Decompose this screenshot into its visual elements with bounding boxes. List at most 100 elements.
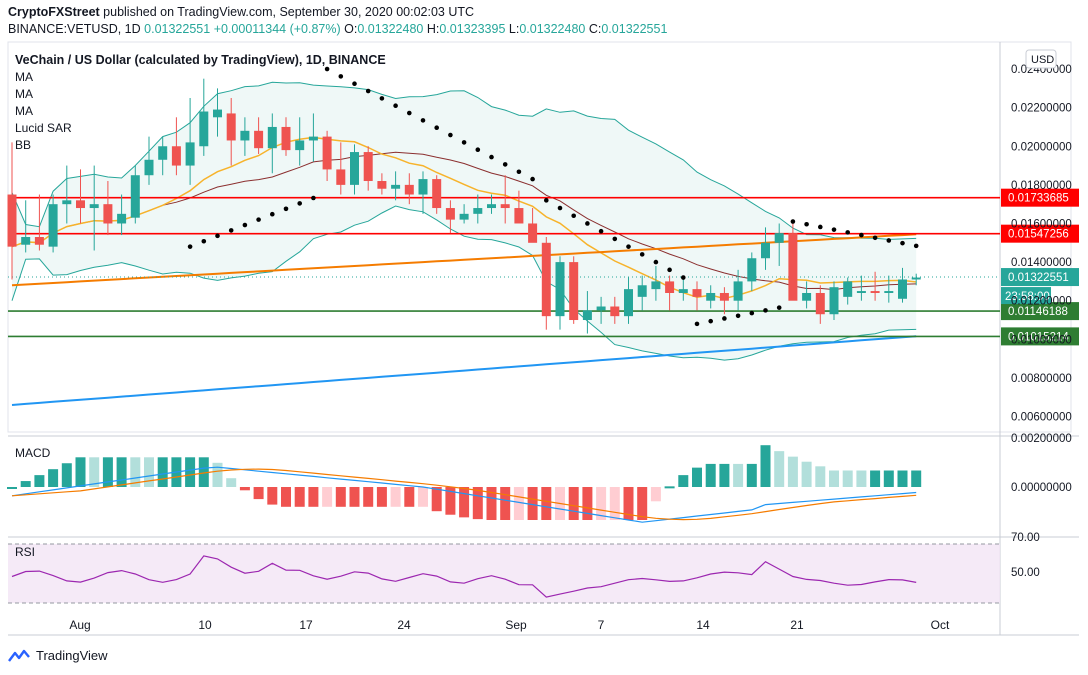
candle-body xyxy=(788,233,798,301)
macd-histogram-bar xyxy=(883,470,894,487)
sar-dot xyxy=(201,238,207,244)
macd-histogram-bar xyxy=(267,487,278,505)
macd-histogram-bar xyxy=(281,487,291,507)
macd-histogram-bar xyxy=(89,457,100,487)
open-label: O: xyxy=(344,22,358,36)
ma-line-mid xyxy=(11,136,917,300)
ma-line-200 xyxy=(11,335,917,406)
macd-histogram-bar xyxy=(801,461,812,487)
macd-histogram-bar xyxy=(541,487,552,520)
sar-dot xyxy=(831,227,837,232)
sar-dot xyxy=(242,222,248,228)
rsi-tick-label: 50.00 xyxy=(1011,567,1040,579)
candle-body xyxy=(171,146,181,166)
candle-body xyxy=(815,292,825,315)
macd-histogram-bar xyxy=(733,463,744,487)
macd-histogram-bar xyxy=(815,466,826,487)
candle-body xyxy=(48,204,58,247)
candle-body xyxy=(706,292,716,301)
sar-dot xyxy=(502,162,508,167)
candle-body xyxy=(459,213,469,220)
sar-dot xyxy=(283,206,289,212)
macd-histogram-bar xyxy=(130,457,141,487)
sar-dot xyxy=(722,316,727,321)
candles xyxy=(7,78,921,334)
macd-histogram-bar xyxy=(185,457,196,487)
sar-dot xyxy=(434,125,440,131)
price-tick-label: 0.00800000 xyxy=(1011,373,1072,385)
macd-histogram-bar xyxy=(102,457,113,487)
candle-body xyxy=(158,146,168,160)
macd-histogram-bar xyxy=(445,487,456,515)
candle-body xyxy=(21,237,31,245)
level-label-0: 0.01733685 xyxy=(1008,193,1069,205)
legend-ma-2[interactable]: MA xyxy=(15,87,33,101)
rsi-label[interactable]: RSI xyxy=(15,545,36,559)
candle-body xyxy=(336,169,346,185)
candle-body xyxy=(624,289,633,317)
sar-dot xyxy=(352,81,357,87)
sar-dot xyxy=(859,232,864,238)
macd-histogram-bar xyxy=(7,487,17,489)
sar-dot xyxy=(598,228,604,234)
currency-label: USD xyxy=(1031,54,1054,66)
macd-histogram-bar xyxy=(513,487,524,520)
macd-histogram-bar xyxy=(486,487,497,520)
sar-dot xyxy=(776,305,782,310)
candle-body xyxy=(103,204,113,224)
rsi-line xyxy=(11,555,917,598)
tradingview-footer[interactable]: TradingView xyxy=(8,648,108,663)
legend-ma-1[interactable]: MA xyxy=(15,70,33,84)
macd-histogram-bar xyxy=(157,457,168,487)
tradingview-logo-icon xyxy=(8,649,30,662)
macd-histogram-bar xyxy=(116,457,127,487)
macd-histogram-bar xyxy=(870,470,881,487)
sar-dot xyxy=(420,118,426,123)
countdown-label: 23:58:00 xyxy=(1005,291,1050,303)
candle-body xyxy=(774,233,784,243)
macd-line xyxy=(11,466,917,523)
macd-histogram-bar xyxy=(500,487,511,520)
candle-body xyxy=(363,152,373,182)
sar-dot xyxy=(311,195,316,201)
sar-dot xyxy=(735,313,741,319)
candle-body xyxy=(199,111,209,147)
sar-dot xyxy=(626,244,631,249)
level-tag-0 xyxy=(1001,188,1079,207)
time-tick-label: 10 xyxy=(198,618,212,632)
pane-frames xyxy=(7,41,1079,636)
macd-label[interactable]: MACD xyxy=(15,446,51,460)
candle-body xyxy=(596,306,606,311)
high-value: 0.01323395 xyxy=(439,22,506,36)
macd-histogram-bar xyxy=(582,487,593,520)
candle-body xyxy=(185,142,195,166)
rsi-tick-label: 70.00 xyxy=(1011,532,1040,544)
price-tick-label: 0.01200000 xyxy=(1011,296,1072,308)
price-tick-label: 0.02000000 xyxy=(1011,141,1072,153)
macd-histogram-bar xyxy=(911,470,922,487)
candle-body xyxy=(117,213,127,224)
sar-dot xyxy=(913,243,919,249)
candle-body xyxy=(89,204,99,209)
sar-dot xyxy=(379,96,385,101)
time-axis: Aug 10 17 24 Sep 7 14 21 Oct xyxy=(69,618,950,632)
macd-histogram-bar xyxy=(596,487,607,520)
macd-histogram-bar xyxy=(239,487,250,491)
candle-body xyxy=(514,208,524,224)
macd-histogram-bar xyxy=(144,457,154,487)
tradingview-brand: TradingView xyxy=(36,648,108,663)
sar-dot xyxy=(228,228,234,233)
sar-dot xyxy=(393,103,398,109)
legend-lucid-sar[interactable]: Lucid SAR xyxy=(15,121,72,135)
legend-ma-3[interactable]: MA xyxy=(15,104,33,118)
candle-body xyxy=(418,179,428,195)
legend-bb[interactable]: BB xyxy=(15,138,32,152)
macd-histogram-bar xyxy=(829,470,839,487)
candle-body xyxy=(911,277,921,280)
macd-histogram-bar xyxy=(623,487,634,520)
candle-body xyxy=(747,258,757,282)
macd-histogram-bar xyxy=(198,457,209,487)
price-tick-label: 0.00600000 xyxy=(1011,412,1072,424)
time-tick-label: 17 xyxy=(299,618,313,632)
